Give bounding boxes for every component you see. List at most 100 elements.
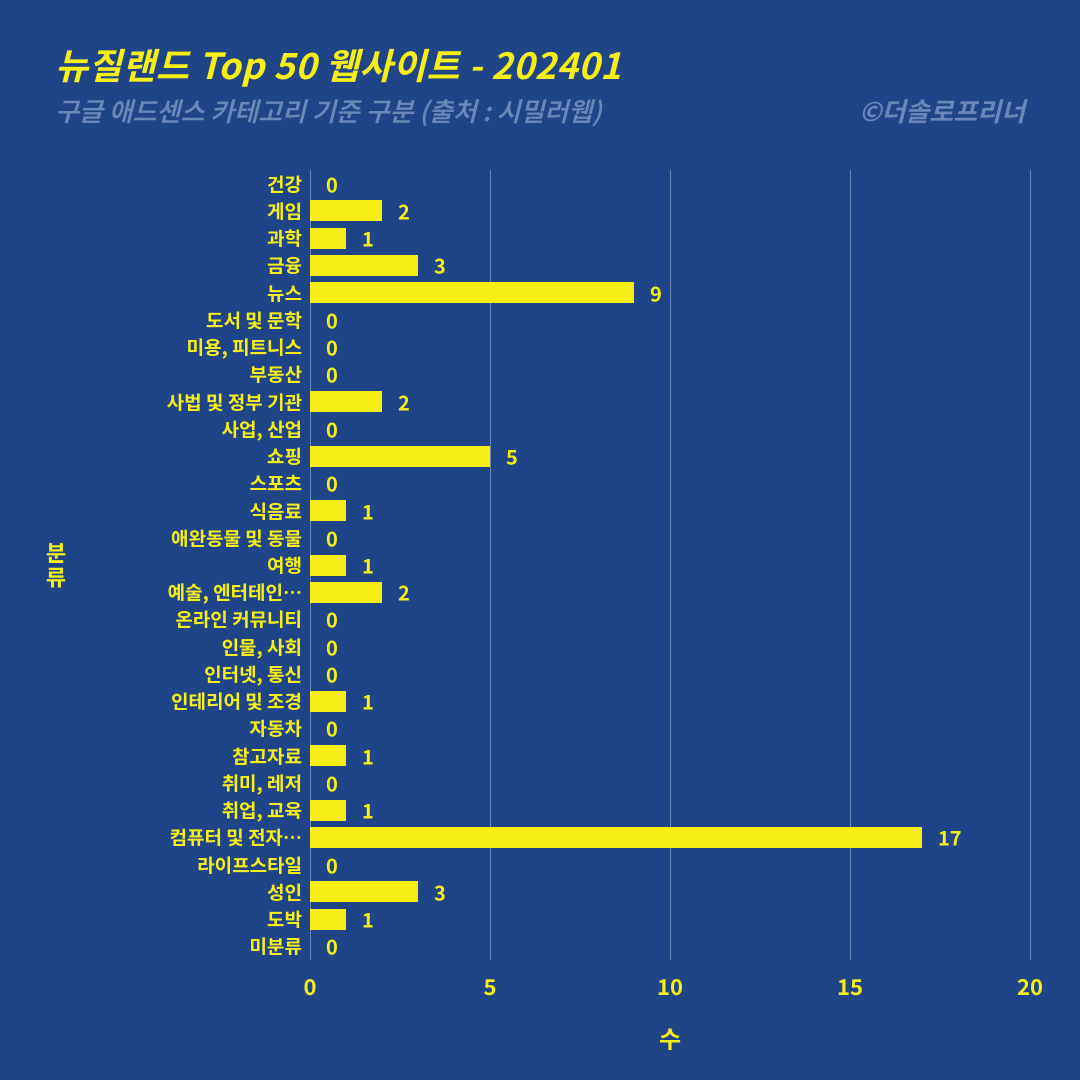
category-label: 성인 — [267, 878, 302, 905]
bar — [310, 745, 346, 766]
x-tick-label: 15 — [837, 970, 863, 1002]
x-tick-label: 5 — [484, 970, 497, 1002]
bar — [310, 555, 346, 576]
bar — [310, 228, 346, 249]
plot-area: 수 분류 05101520건강0게임2과학1금융3뉴스9도서 및 문학0미용, … — [310, 170, 1030, 960]
bar — [310, 827, 922, 848]
category-label: 식음료 — [250, 497, 302, 524]
value-label: 0 — [326, 605, 338, 634]
bar — [310, 881, 418, 902]
bar-row: 취미, 레저0 — [310, 769, 1030, 796]
value-label: 5 — [506, 442, 518, 471]
value-label: 0 — [326, 414, 338, 443]
bar-row: 성인3 — [310, 878, 1030, 905]
category-label: 인물, 사회 — [222, 633, 302, 660]
category-label: 부동산 — [250, 361, 302, 388]
bar-row: 사법 및 정부 기관2 — [310, 388, 1030, 415]
bar-row: 미용, 피트니스0 — [310, 334, 1030, 361]
bar-row: 온라인 커뮤니티0 — [310, 606, 1030, 633]
category-label: 취업, 교육 — [222, 797, 302, 824]
bar-row: 부동산0 — [310, 361, 1030, 388]
value-label: 0 — [326, 333, 338, 362]
category-label: 쇼핑 — [267, 443, 302, 470]
value-label: 3 — [434, 877, 446, 906]
bar-row: 사업, 산업0 — [310, 415, 1030, 442]
category-label: 사법 및 정부 기관 — [167, 388, 302, 415]
bar-row: 도서 및 문학0 — [310, 306, 1030, 333]
value-label: 0 — [326, 169, 338, 198]
category-label: 뉴스 — [267, 279, 302, 306]
bar-row: 미분류0 — [310, 933, 1030, 960]
bar — [310, 446, 490, 467]
x-tick-label: 10 — [657, 970, 683, 1002]
x-tick-label: 0 — [304, 970, 317, 1002]
category-label: 게임 — [267, 197, 302, 224]
category-label: 미용, 피트니스 — [187, 334, 302, 361]
bar-row: 쇼핑5 — [310, 443, 1030, 470]
category-label: 과학 — [267, 225, 302, 252]
chart-subtitle: 구글 애드센스 카테고리 기준 구분 (출처 : 시밀러웹) — [55, 92, 602, 129]
bar-row: 참고자료1 — [310, 742, 1030, 769]
bar-row: 게임2 — [310, 197, 1030, 224]
category-label: 온라인 커뮤니티 — [175, 606, 302, 633]
category-label: 건강 — [267, 170, 302, 197]
value-label: 1 — [362, 741, 374, 770]
value-label: 0 — [326, 632, 338, 661]
value-label: 2 — [398, 196, 410, 225]
category-label: 예술, 엔터테인… — [168, 579, 302, 606]
bar-row: 인물, 사회0 — [310, 633, 1030, 660]
bar-row: 컴퓨터 및 전자…17 — [310, 824, 1030, 851]
value-label: 1 — [362, 687, 374, 716]
category-label: 참고자료 — [232, 742, 302, 769]
category-label: 금융 — [267, 252, 302, 279]
bar-row: 식음료1 — [310, 497, 1030, 524]
bar-row: 도박1 — [310, 906, 1030, 933]
bar-row: 취업, 교육1 — [310, 797, 1030, 824]
value-label: 17 — [938, 823, 962, 852]
chart-title: 뉴질랜드 Top 50 웹사이트 - 202401 — [55, 38, 622, 90]
bar-row: 자동차0 — [310, 715, 1030, 742]
value-label: 1 — [362, 551, 374, 580]
value-label: 1 — [362, 224, 374, 253]
category-label: 취미, 레저 — [222, 769, 302, 796]
category-label: 애완동물 및 동물 — [171, 524, 302, 551]
bar-row: 인터넷, 통신0 — [310, 660, 1030, 687]
bar-row: 예술, 엔터테인…2 — [310, 579, 1030, 606]
category-label: 미분류 — [250, 933, 302, 960]
bar — [310, 200, 382, 221]
value-label: 3 — [434, 251, 446, 280]
value-label: 1 — [362, 905, 374, 934]
bar — [310, 909, 346, 930]
gridline — [1030, 170, 1031, 960]
x-axis-label: 수 — [659, 1020, 681, 1055]
category-label: 인테리어 및 조경 — [171, 688, 302, 715]
bar-row: 여행1 — [310, 552, 1030, 579]
value-label: 0 — [326, 850, 338, 879]
bar-row: 라이프스타일0 — [310, 851, 1030, 878]
bar-row: 인테리어 및 조경1 — [310, 688, 1030, 715]
x-tick-label: 20 — [1017, 970, 1043, 1002]
bar — [310, 500, 346, 521]
bar — [310, 800, 346, 821]
value-label: 0 — [326, 360, 338, 389]
value-label: 9 — [650, 278, 662, 307]
category-label: 컴퓨터 및 전자… — [169, 824, 302, 851]
value-label: 0 — [326, 768, 338, 797]
bar-row: 건강0 — [310, 170, 1030, 197]
chart-credit: ©더솔로프리너 — [859, 92, 1025, 129]
value-label: 1 — [362, 796, 374, 825]
value-label: 0 — [326, 714, 338, 743]
value-label: 2 — [398, 387, 410, 416]
bar-row: 과학1 — [310, 225, 1030, 252]
bar — [310, 582, 382, 603]
category-label: 도서 및 문학 — [206, 306, 302, 333]
value-label: 0 — [326, 932, 338, 961]
value-label: 2 — [398, 578, 410, 607]
category-label: 스포츠 — [250, 470, 302, 497]
bar — [310, 282, 634, 303]
value-label: 0 — [326, 469, 338, 498]
category-label: 여행 — [267, 552, 302, 579]
bar-row: 애완동물 및 동물0 — [310, 524, 1030, 551]
bar — [310, 391, 382, 412]
bar — [310, 255, 418, 276]
